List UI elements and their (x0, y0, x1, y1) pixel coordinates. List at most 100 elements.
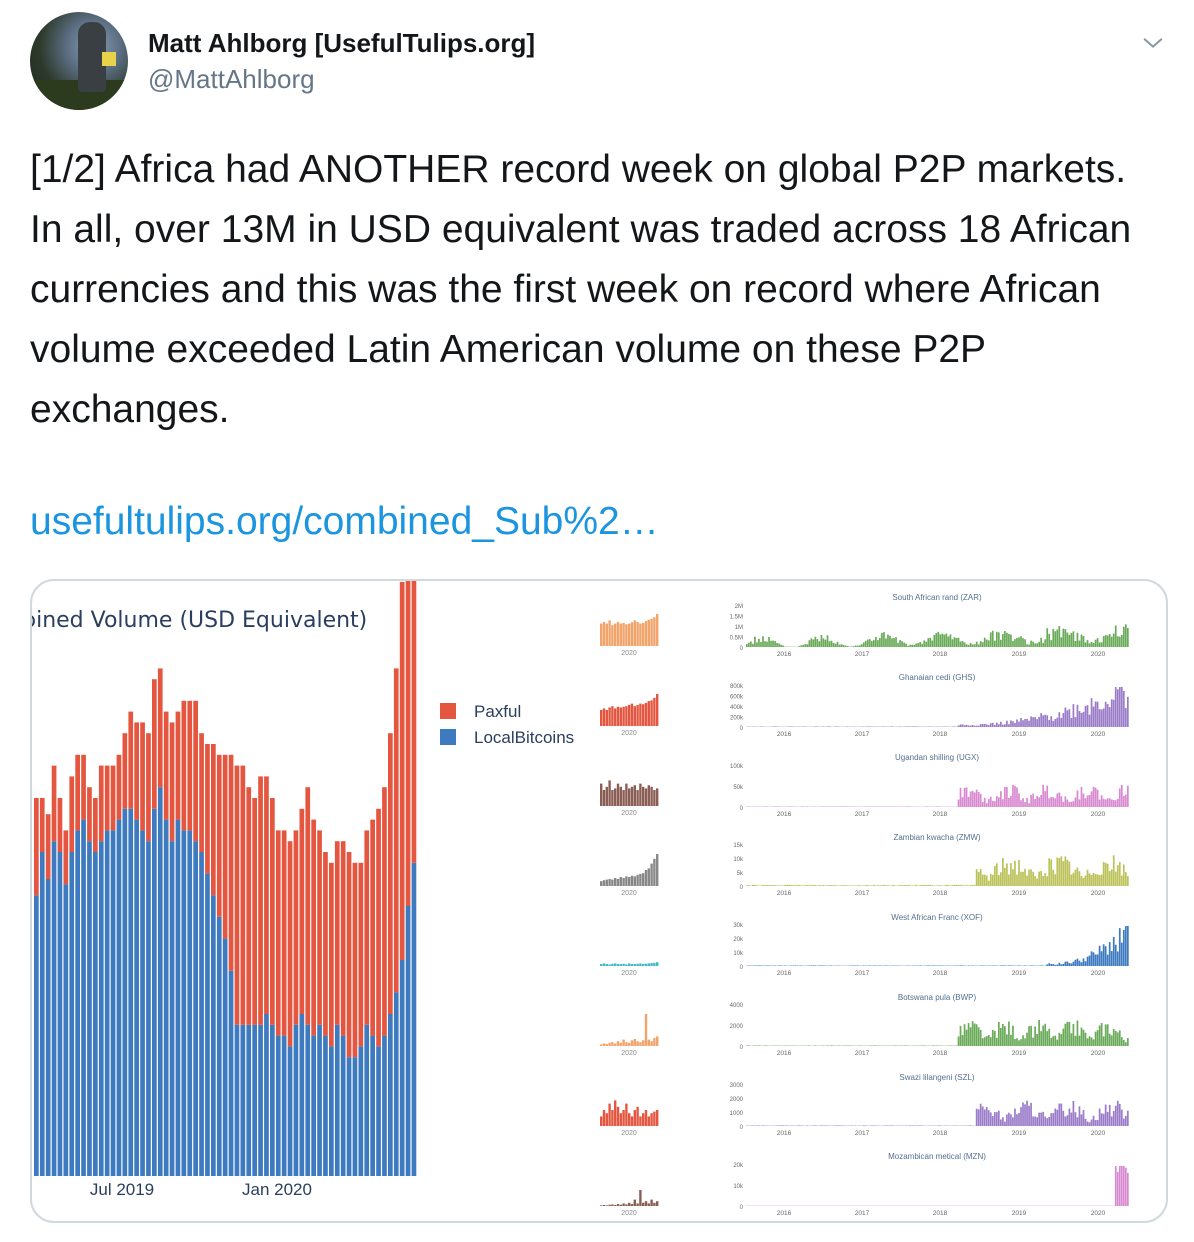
mini-bar (1070, 801, 1073, 807)
mini-bar (1084, 705, 1087, 727)
mini-bar (1122, 795, 1125, 807)
mini-bar (1006, 786, 1008, 807)
mini-bar (1056, 1109, 1059, 1126)
mini-bar (999, 1027, 1002, 1046)
mini-bar (752, 884, 754, 886)
thumbnail-bar (605, 964, 608, 966)
author-name[interactable]: Matt Ahlborg [UsefulTulips.org] (148, 28, 536, 58)
mini-bar (1110, 951, 1113, 966)
bar-localbitcoins (222, 938, 228, 1176)
mini-bar (1102, 861, 1105, 886)
mini-bar (760, 965, 762, 966)
thumbnail-bar (644, 1014, 648, 1046)
mini-bar (1096, 638, 1099, 647)
thumbnail-bar (639, 1116, 642, 1126)
mini-bar (1064, 1023, 1067, 1046)
mini-bar (1050, 1113, 1053, 1126)
thumbnail-bar (614, 623, 617, 646)
mini-bar (1058, 626, 1061, 647)
x-tick-label: 2020 (1091, 890, 1106, 897)
mini-bar (935, 1045, 938, 1046)
mini-bar (957, 799, 960, 807)
mini-bar (889, 635, 891, 647)
mini-bar (1068, 1108, 1071, 1126)
mini-bar (1086, 705, 1089, 727)
mini-bar (897, 885, 899, 886)
author-handle[interactable]: @MattAhlborg (148, 64, 315, 94)
mini-bar (1054, 631, 1057, 647)
thumbnail-bar (630, 622, 634, 646)
mini-bar (923, 885, 926, 886)
mini-bar (1072, 961, 1075, 966)
mini-bar (1110, 869, 1113, 886)
avatar[interactable] (30, 12, 128, 110)
mini-bar (1080, 1114, 1083, 1126)
mini-bar (1046, 876, 1049, 886)
mini-bar (828, 885, 831, 886)
mini-bar (985, 639, 988, 647)
mini-bar (1004, 631, 1006, 647)
y-tick-label: 0 (740, 885, 744, 891)
mini-bar (997, 632, 1000, 647)
bar-paxful (399, 582, 405, 960)
mini-bar (1076, 704, 1079, 727)
mini-bar (1120, 942, 1123, 966)
mini-bar (1026, 797, 1028, 807)
mini-bar (1010, 720, 1012, 727)
mini-bar (818, 965, 821, 966)
mini-bar (808, 1045, 811, 1046)
thumbnail-bar (611, 706, 614, 726)
y-tick-label: 10k (733, 1184, 744, 1190)
x-tick-label: 2017 (855, 1050, 870, 1057)
mini-bar (905, 806, 907, 807)
mini-bar (1018, 1113, 1020, 1126)
mini-bar (991, 800, 994, 807)
mini-bar (885, 1125, 887, 1126)
mini-bar (1026, 718, 1028, 727)
mini-bar (1048, 633, 1051, 647)
x-tick-label: 2019 (1012, 811, 1027, 818)
image-card[interactable]: ɔined Volume (USD Equivalent) Jul 2019 Jan… (30, 579, 1168, 1223)
thumbnail-bar (608, 964, 611, 966)
chevron-down-icon[interactable] (1142, 32, 1164, 54)
mini-bar (1092, 1115, 1095, 1126)
mini-bar (969, 791, 972, 807)
bar-paxful (323, 852, 328, 1036)
thumbnail-bar (642, 704, 645, 726)
mini-bar (1072, 801, 1075, 807)
mini-bar (997, 1110, 1000, 1126)
mini-bar (969, 1125, 972, 1126)
mini-bar (1090, 951, 1093, 966)
mini-bar (1104, 1024, 1107, 1046)
mini-bar (901, 1045, 903, 1046)
mini-bar (1028, 644, 1030, 647)
mini-bar (1098, 1025, 1101, 1046)
thumbnail-bar (600, 881, 603, 886)
tweet-link[interactable]: usefultulips.org/combined_Sub%2… (30, 500, 659, 543)
mini-bar (810, 965, 813, 966)
mini-bar (931, 885, 934, 886)
thumbnail-bar (619, 964, 622, 966)
mini-bar (937, 631, 940, 647)
mini-bar (1052, 628, 1055, 647)
mini-bar (860, 885, 863, 886)
mini-bar (830, 640, 833, 647)
thumbnail-bar (602, 880, 606, 886)
y-tick-label: 2000 (730, 1097, 744, 1103)
x-tick-label: 2018 (933, 1130, 948, 1137)
mini-bar (830, 1045, 833, 1046)
mini-bar (975, 725, 978, 727)
thumbnail-bar (625, 1042, 628, 1046)
mini-bar (1070, 1112, 1073, 1126)
mini-bar (907, 884, 909, 886)
thumbnail-bar (614, 1043, 617, 1046)
thumbnail-bar (611, 790, 614, 806)
mini-bar (977, 644, 980, 647)
mini-bar (1074, 797, 1077, 807)
mini-bar (830, 885, 833, 886)
thumbnail-bar (639, 703, 642, 726)
bar-localbitcoins (211, 895, 216, 1176)
mini-bar (1052, 869, 1055, 886)
mini-bar (985, 1107, 988, 1126)
mini-bar (832, 1045, 835, 1046)
